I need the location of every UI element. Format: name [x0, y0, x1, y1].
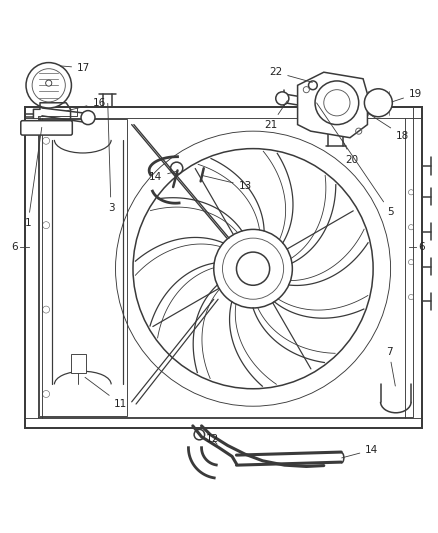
Text: 12: 12 — [206, 434, 219, 445]
Circle shape — [364, 89, 392, 117]
Circle shape — [26, 62, 71, 108]
Text: 14: 14 — [149, 171, 177, 182]
Text: 1: 1 — [25, 127, 42, 228]
Text: 13: 13 — [202, 175, 252, 191]
Circle shape — [276, 92, 289, 105]
Circle shape — [81, 111, 95, 125]
Circle shape — [32, 69, 65, 102]
Circle shape — [324, 90, 350, 116]
Text: 6: 6 — [419, 242, 425, 252]
Text: 19: 19 — [392, 89, 422, 102]
Text: 3: 3 — [108, 103, 114, 213]
Polygon shape — [297, 72, 367, 138]
Circle shape — [237, 252, 270, 285]
Text: 5: 5 — [317, 103, 394, 217]
Text: 11: 11 — [85, 377, 127, 409]
Text: 18: 18 — [367, 113, 409, 141]
Text: 7: 7 — [386, 346, 396, 386]
Circle shape — [46, 80, 52, 86]
Text: 16: 16 — [67, 98, 106, 111]
FancyBboxPatch shape — [21, 120, 72, 135]
Circle shape — [315, 81, 359, 125]
Text: 17: 17 — [60, 63, 90, 73]
Text: 6: 6 — [11, 242, 18, 252]
Text: 14: 14 — [342, 445, 378, 458]
Text: 20: 20 — [343, 140, 359, 165]
Text: 22: 22 — [269, 67, 312, 83]
Bar — [71, 354, 86, 374]
Text: 21: 21 — [265, 101, 287, 130]
Bar — [39, 119, 127, 416]
